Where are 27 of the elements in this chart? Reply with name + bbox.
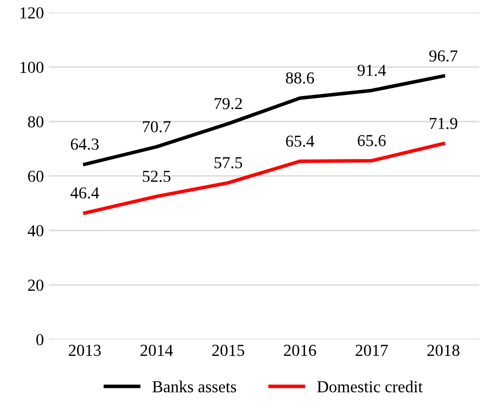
data-label: 96.7 <box>429 50 458 62</box>
x-tick-label: 2016 <box>284 344 316 356</box>
data-label: 65.4 <box>286 136 314 147</box>
data-label: 88.6 <box>286 72 314 84</box>
x-tick-label: 2017 <box>356 344 388 356</box>
y-tick-label: 40 <box>28 225 44 236</box>
x-tick-label: 2013 <box>68 344 101 356</box>
data-label: 70.7 <box>142 121 171 132</box>
y-tick-label: 60 <box>28 170 44 182</box>
y-tick-label: 80 <box>28 116 44 128</box>
y-tick-label: 120 <box>20 7 44 19</box>
x-tick-label: 2014 <box>140 344 173 356</box>
data-label: 64.3 <box>70 138 99 150</box>
data-label: 71.9 <box>430 118 458 130</box>
data-label: 46.4 <box>70 187 100 199</box>
legend-label: Banks assets <box>152 380 236 392</box>
data-label: 52.5 <box>142 170 170 182</box>
y-tick-label: 100 <box>20 62 44 73</box>
data-label: 91.4 <box>358 64 386 76</box>
x-tick-label: 2015 <box>212 344 244 356</box>
y-tick-label: 0 <box>36 334 44 346</box>
data-label: 79.2 <box>214 98 242 110</box>
data-label: 57.5 <box>214 157 242 168</box>
legend-label: Domestic credit <box>317 380 423 392</box>
x-tick-label: 2018 <box>427 344 460 356</box>
y-tick-label: 20 <box>28 280 44 291</box>
data-label: 65.6 <box>358 135 386 146</box>
